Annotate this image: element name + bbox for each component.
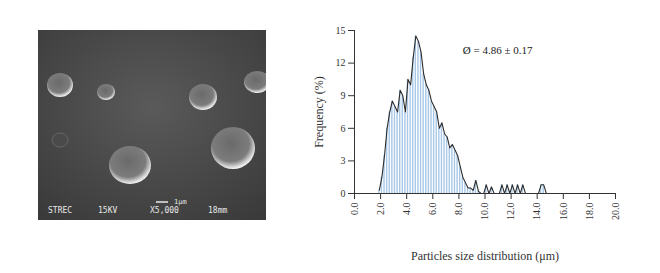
svg-text:10.0: 10.0	[479, 203, 490, 221]
svg-text:0: 0	[341, 188, 346, 199]
svg-text:12.0: 12.0	[505, 203, 516, 221]
svg-text:6.0: 6.0	[427, 203, 438, 216]
svg-text:1μm: 1μm	[174, 198, 187, 206]
svg-text:16.0: 16.0	[558, 203, 569, 221]
svg-text:6: 6	[341, 123, 346, 134]
svg-text:0.0: 0.0	[349, 203, 360, 216]
svg-text:20.0: 20.0	[610, 203, 621, 221]
svg-text:12: 12	[336, 57, 346, 68]
svg-text:18mm: 18mm	[208, 206, 227, 215]
svg-text:STREC: STREC	[48, 206, 72, 215]
svg-text:18.0: 18.0	[584, 203, 595, 221]
svg-text:15: 15	[336, 25, 346, 36]
svg-text:9: 9	[341, 90, 346, 101]
svg-text:X5,000: X5,000	[150, 206, 179, 215]
svg-text:15KV: 15KV	[98, 206, 117, 215]
svg-text:8.0: 8.0	[453, 203, 464, 216]
svg-text:Frequency (%): Frequency (%)	[312, 76, 326, 148]
svg-text:3: 3	[341, 155, 346, 166]
svg-text:4.0: 4.0	[401, 203, 412, 216]
svg-text:14.0: 14.0	[531, 203, 542, 221]
svg-text:2.0: 2.0	[375, 203, 386, 216]
svg-text:Particles size distribution (μ: Particles size distribution (μm)	[411, 249, 559, 263]
svg-text:Ø = 4.86 ± 0.17: Ø = 4.86 ± 0.17	[463, 44, 533, 56]
